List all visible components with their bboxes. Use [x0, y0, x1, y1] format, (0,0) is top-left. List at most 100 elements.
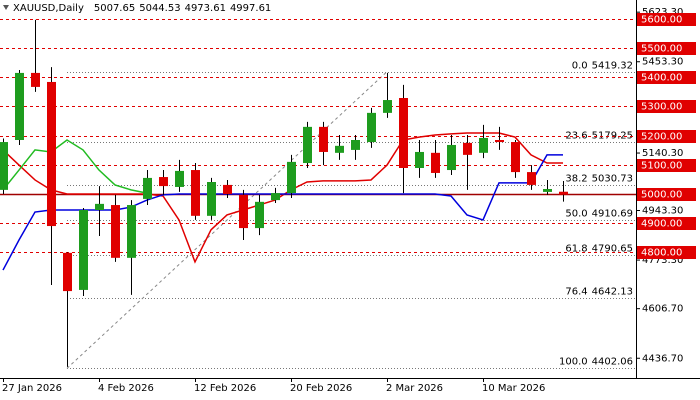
level-box: [637, 246, 696, 259]
fib-ratio: 38.2: [565, 174, 587, 185]
y-tick-label: 4436.70: [642, 353, 683, 364]
y-tick-label: 4606.70: [642, 304, 683, 315]
y-tick-label: 5140.30: [642, 148, 683, 159]
candle-body: [111, 205, 120, 258]
x-tick-label: 10 Mar 2026: [482, 383, 545, 394]
y-tick-label: 4943.30: [642, 205, 683, 216]
x-tick-label: 4 Feb 2026: [98, 383, 154, 394]
grid-layer: 0.0 5419.32 23.6 5179.25 38.2 5030.73 50.0 4910…: [0, 19, 636, 369]
plot-layer: [0, 19, 568, 367]
level-label: 5000.00: [641, 190, 682, 201]
candle-body: [511, 142, 520, 173]
candle-body: [79, 210, 88, 290]
fib-price: 4790.65: [592, 244, 633, 255]
low-value: 4973.61: [185, 3, 226, 14]
candle-body: [559, 191, 568, 195]
fib-price: 4910.69: [592, 209, 633, 220]
candle-body: [159, 177, 168, 187]
candle-body: [223, 184, 232, 194]
candle-body: [431, 152, 440, 173]
fib-label: 76.4 4642.13: [565, 287, 633, 298]
x-tick-label: 20 Feb 2026: [290, 383, 352, 394]
candle-body: [47, 81, 56, 227]
x-tick-label: 2 Mar 2026: [386, 383, 443, 394]
candle-body: [399, 98, 408, 168]
candle-body: [319, 126, 328, 152]
candle-body: [143, 177, 152, 199]
level-label: 5400.00: [641, 73, 682, 84]
candle-body: [191, 170, 200, 216]
level-box: [637, 217, 696, 230]
x-tick-label: 12 Feb 2026: [194, 383, 256, 394]
candle-body: [239, 194, 248, 229]
indicator-line: [2, 139, 148, 194]
indicator-line: [2, 132, 563, 264]
candle-body: [447, 144, 456, 171]
level-label: 5600.00: [641, 15, 682, 26]
candle-body: [367, 112, 376, 143]
high-value: 5044.53: [139, 3, 180, 14]
candle-body: [175, 170, 184, 187]
level-label: 5300.00: [641, 102, 682, 113]
candle-body: [527, 172, 536, 185]
fib-price: 4402.06: [592, 357, 633, 368]
fib-trend-line: [66, 71, 388, 369]
fib-label: 61.8 4790.65: [565, 244, 633, 255]
open-value: 5007.65: [94, 3, 135, 14]
x-tick-label: 27 Jan 2026: [2, 383, 62, 394]
fib-price: 5419.32: [592, 61, 633, 72]
candle-body: [415, 151, 424, 168]
candle-body: [383, 100, 392, 113]
level-box: [637, 159, 696, 172]
fib-ratio: 0.0: [572, 61, 588, 72]
fib-ratio: 76.4: [565, 287, 587, 298]
candle-body: [335, 145, 344, 153]
axis-layer: 5623.30 5453.30 5140.30 4943.30 4773.30 4606.…: [2, 7, 696, 394]
level-label: 5500.00: [641, 44, 682, 55]
fib-ratio: 61.8: [565, 244, 587, 255]
candle-body: [303, 126, 312, 164]
candle-body: [31, 72, 40, 87]
fib-price: 4642.13: [592, 287, 633, 298]
level-label: 5100.00: [641, 161, 682, 172]
chart-header: XAUUSD,Daily 5007.65 5044.53 4973.61 4997.61: [13, 3, 271, 14]
fib-ratio: 100.0: [559, 357, 588, 368]
level-box: [637, 71, 696, 84]
y-tick-label: 5623.30: [642, 7, 683, 18]
candle-body: [463, 142, 472, 155]
level-box: [637, 13, 696, 26]
candle-body: [207, 182, 216, 216]
level-box: [637, 100, 696, 113]
candle-body: [271, 193, 280, 201]
chart-title: XAUUSD,Daily: [13, 3, 84, 14]
candle-body: [287, 161, 296, 194]
candle-body: [63, 252, 72, 292]
candle-body: [95, 203, 104, 210]
candle-body: [0, 142, 8, 190]
fib-ratio: 50.0: [565, 209, 587, 220]
candle-body: [15, 72, 24, 140]
level-box: [637, 130, 696, 143]
fib-label: 0.0 5419.32: [572, 61, 633, 72]
candle-body: [495, 140, 504, 143]
y-tick-label: 5453.30: [642, 57, 683, 68]
fib-label: 38.2 5030.73: [565, 174, 633, 185]
candle-body: [351, 140, 360, 150]
level-label: 4800.00: [641, 248, 682, 259]
candle-body: [127, 205, 136, 258]
candle-body: [543, 189, 552, 192]
candle-body: [479, 137, 488, 153]
level-label: 4900.00: [641, 219, 682, 230]
chart-icon: [3, 5, 9, 10]
fib-price: 5030.73: [592, 174, 633, 185]
level-label: 5200.00: [641, 132, 682, 143]
close-value: 4997.61: [230, 3, 271, 14]
candle-body: [255, 201, 264, 229]
fib-label: 23.6 5179.25: [565, 131, 633, 142]
level-box: [637, 188, 696, 201]
fib-label: 100.0 4402.06: [559, 357, 633, 368]
level-box: [637, 42, 696, 55]
